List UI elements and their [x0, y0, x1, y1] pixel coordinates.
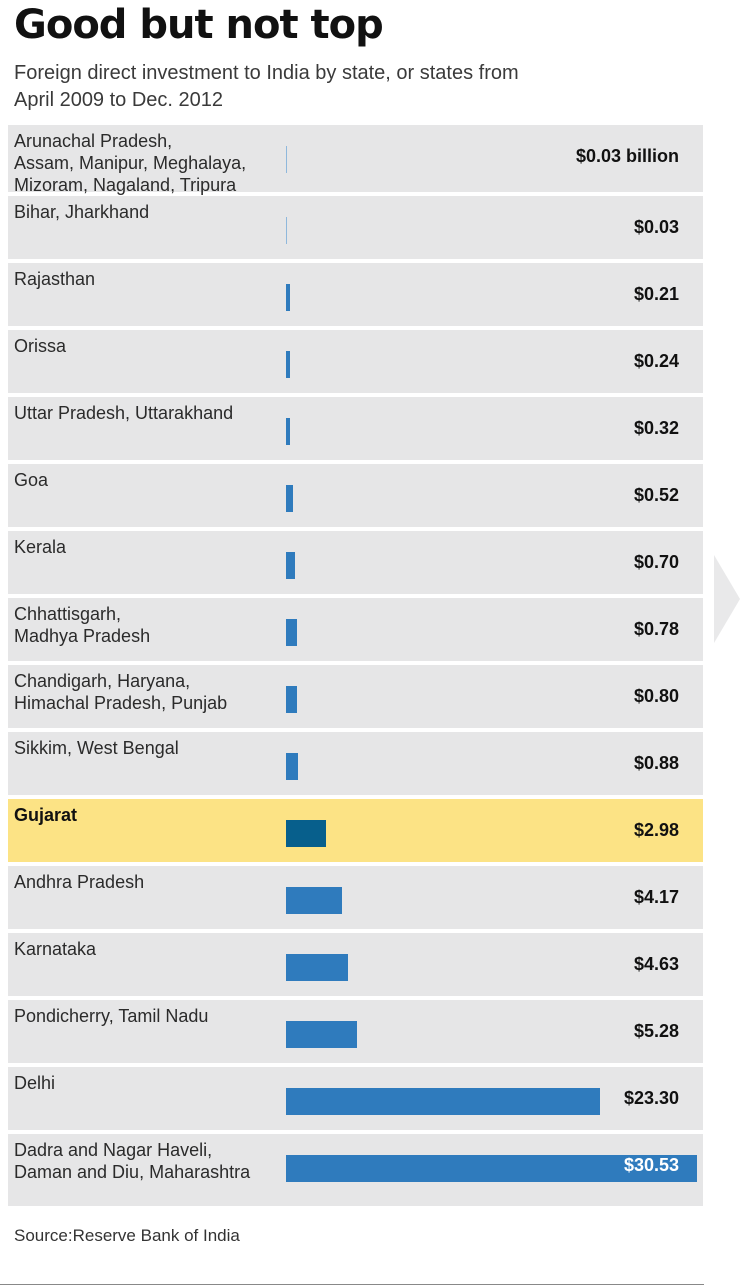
data-label: $4.17: [633, 887, 679, 907]
bar: [286, 820, 326, 847]
chart-subtitle: Foreign direct investment to India by st…: [14, 62, 519, 111]
data-label: $0.03: [633, 217, 679, 237]
data-label: $0.80: [633, 686, 679, 706]
data-label: $0.21: [633, 284, 679, 304]
bar: [286, 1155, 697, 1182]
bar-row: Delhi $23.30: [8, 1067, 703, 1134]
bar: [286, 753, 298, 780]
data-label: $0.52: [633, 485, 679, 505]
data-label: $4.63: [633, 954, 679, 974]
category-label: Karnataka: [14, 939, 97, 959]
bar: [286, 284, 290, 311]
category-label: Chandigarh, Haryana, Himachal Pradesh, P…: [14, 671, 228, 713]
data-label: $0.70: [633, 552, 679, 572]
bottom-divider: [0, 1284, 704, 1285]
category-label: Kerala: [14, 537, 67, 557]
bar-row: Orissa $0.24: [8, 330, 703, 397]
category-label: Arunachal Pradesh, Assam, Manipur, Megha…: [14, 131, 247, 195]
bar: [286, 954, 348, 981]
category-label: Goa: [14, 470, 49, 490]
chart-title: Good but not top: [14, 2, 384, 48]
category-label: Pondicherry, Tamil Nadu: [14, 1006, 209, 1026]
bar: [286, 217, 287, 244]
category-label: Orissa: [14, 336, 67, 356]
category-label: Uttar Pradesh, Uttarakhand: [14, 403, 234, 423]
bar-row: Karnataka $4.63: [8, 933, 703, 1000]
bar-row: Dadra and Nagar Haveli, Daman and Diu, M…: [8, 1134, 703, 1206]
bar-row: Pondicherry, Tamil Nadu $5.28: [8, 1000, 703, 1067]
bar-row: Rajasthan $0.21: [8, 263, 703, 330]
bar: [286, 686, 297, 713]
category-label: Chhattisgarh, Madhya Pradesh: [14, 604, 151, 646]
data-label: $2.98: [633, 820, 679, 840]
data-label: $23.30: [623, 1088, 679, 1108]
bar: [286, 619, 297, 646]
bar: [286, 1088, 600, 1115]
data-label: $30.53: [623, 1155, 679, 1175]
category-label: Rajasthan: [14, 269, 96, 289]
bar-row: Bihar, Jharkhand $0.03: [8, 196, 703, 263]
bar-row: Andhra Pradesh $4.17: [8, 866, 703, 933]
category-label: Sikkim, West Bengal: [14, 738, 179, 758]
bar-row: Chandigarh, Haryana, Himachal Pradesh, P…: [8, 665, 703, 732]
category-label: Andhra Pradesh: [14, 872, 145, 892]
bar: [286, 351, 290, 378]
bar: [286, 552, 295, 579]
data-label: $0.24: [633, 351, 679, 371]
bar-row: Kerala $0.70: [8, 531, 703, 598]
category-label: Gujarat: [14, 805, 78, 825]
bar: [286, 146, 287, 173]
next-arrow-icon[interactable]: [712, 555, 740, 643]
bar-chart: Arunachal Pradesh, Assam, Manipur, Megha…: [8, 125, 703, 1206]
category-label: Dadra and Nagar Haveli, Daman and Diu, M…: [14, 1140, 251, 1182]
bar: [286, 418, 290, 445]
category-label: Delhi: [14, 1073, 56, 1093]
source-note: Source:Reserve Bank of India: [14, 1226, 240, 1245]
data-label: $0.03 billion: [575, 146, 679, 166]
bar: [286, 887, 342, 914]
bar-row: Arunachal Pradesh, Assam, Manipur, Megha…: [8, 125, 703, 196]
bar-row: Chhattisgarh, Madhya Pradesh $0.78: [8, 598, 703, 665]
data-label: $0.88: [633, 753, 679, 773]
bar-row: Uttar Pradesh, Uttarakhand $0.32: [8, 397, 703, 464]
data-label: $0.32: [633, 418, 679, 438]
category-label: Bihar, Jharkhand: [14, 202, 150, 222]
bar-row: Gujarat $2.98: [8, 799, 703, 866]
data-label: $5.28: [633, 1021, 679, 1041]
bar-row: Sikkim, West Bengal $0.88: [8, 732, 703, 799]
bar-row: Goa $0.52: [8, 464, 703, 531]
data-label: $0.78: [633, 619, 679, 639]
bar: [286, 1021, 357, 1048]
bar: [286, 485, 293, 512]
